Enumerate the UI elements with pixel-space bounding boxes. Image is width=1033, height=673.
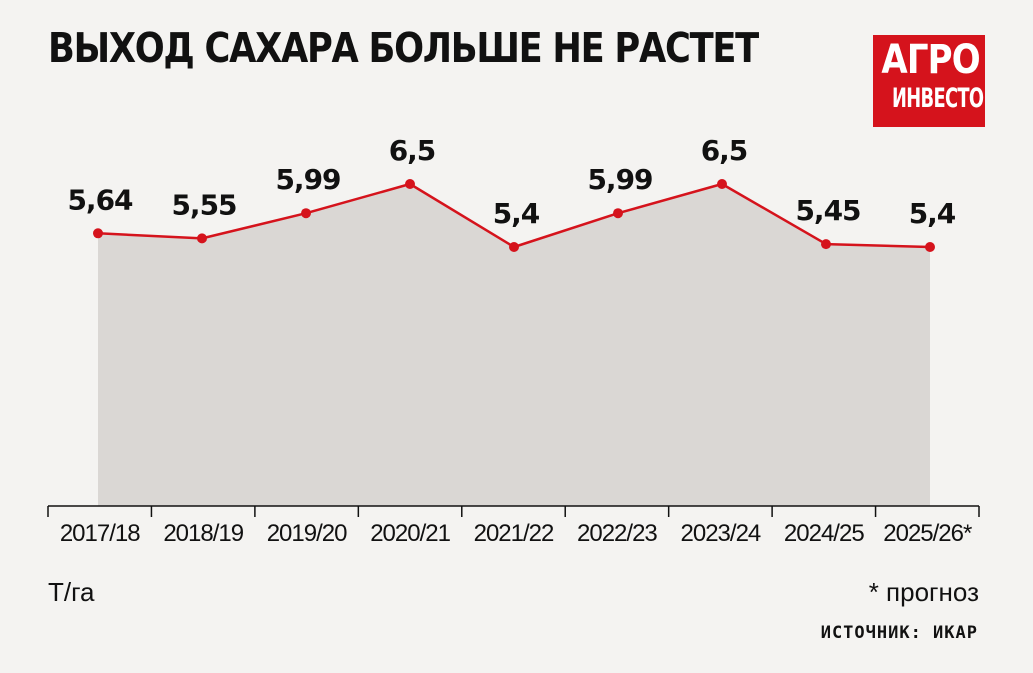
data-label: 6,5 — [389, 134, 436, 167]
logo-line-1: АГРО — [881, 37, 980, 83]
x-tick-label: 2025/26* — [883, 520, 972, 547]
data-point — [93, 228, 103, 239]
data-point — [405, 179, 415, 189]
data-point — [925, 242, 935, 252]
area-fill — [98, 184, 930, 506]
x-tick-label: 2018/19 — [163, 520, 243, 547]
data-label: 5,64 — [67, 183, 133, 216]
data-point — [301, 208, 311, 219]
source-label: ИСТОЧНИК: ИКАР — [820, 623, 978, 643]
data-label: 5,55 — [171, 188, 236, 221]
data-point — [717, 179, 727, 189]
chart-title: ВЫХОД САХАРА БОЛЬШЕ НЕ РАСТЕТ — [48, 24, 759, 72]
data-point — [613, 208, 623, 219]
data-label: 5,99 — [275, 163, 340, 196]
x-tick-label: 2020/21 — [370, 520, 450, 547]
data-point — [197, 233, 207, 244]
agroinvestor-logo: АГРО ИНВЕСТОР — [873, 35, 985, 127]
data-label: 5,4 — [909, 197, 956, 230]
data-label: 5,45 — [795, 194, 860, 227]
data-point — [821, 239, 831, 250]
unit-label: Т/га — [48, 577, 95, 607]
x-tick-label: 2023/24 — [681, 520, 761, 547]
forecast-footnote: * прогноз — [868, 577, 979, 607]
x-tick-label: 2019/20 — [267, 520, 347, 547]
data-point — [509, 242, 519, 252]
x-tick-label: 2022/23 — [577, 520, 657, 547]
x-tick-label: 2024/25 — [784, 520, 864, 547]
x-tick-label: 2017/18 — [60, 520, 140, 547]
data-label: 5,99 — [587, 163, 652, 196]
x-tick-label: 2021/22 — [474, 520, 554, 547]
data-label: 6,5 — [701, 134, 748, 167]
data-label: 5,4 — [493, 197, 540, 230]
